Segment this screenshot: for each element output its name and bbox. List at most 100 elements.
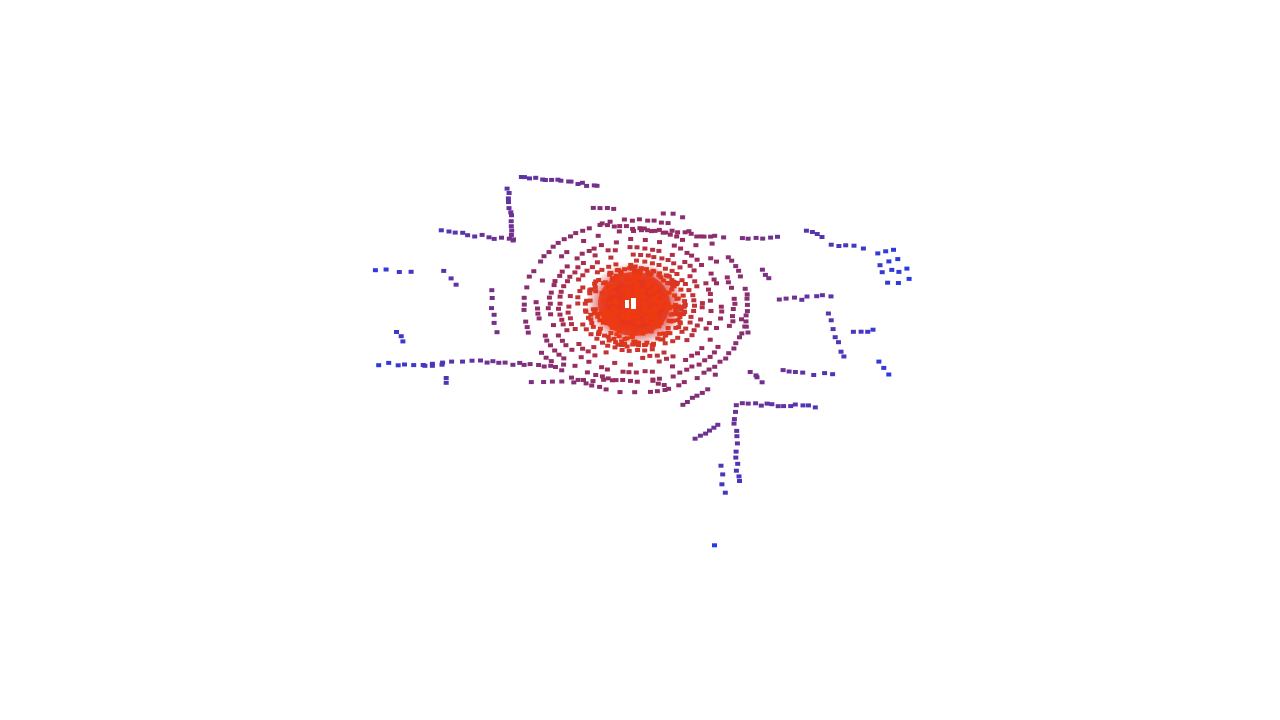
cloud-point [649,320,655,325]
cloud-point [708,234,714,239]
cloud-point [759,380,765,385]
cloud-point [621,217,627,222]
cloud-point [674,280,680,285]
cloud-point [630,276,636,281]
cloud-point [541,254,547,259]
cloud-point [745,401,751,406]
cloud-point [556,352,562,357]
cloud-point [744,302,750,307]
cloud-point [708,309,714,313]
cloud-point [561,284,567,289]
cloud-point [517,360,523,365]
cloud-point [629,334,635,339]
cloud-point [674,272,680,276]
cloud-point [591,246,597,251]
cloud-point [627,362,633,367]
cloud-point [489,296,495,300]
cloud-point [725,280,731,285]
cloud-point [702,358,708,363]
cloud-point [737,335,742,340]
cloud-point [521,307,527,312]
cloud-point [730,319,736,324]
cloud-point [803,228,809,233]
cloud-point [615,342,621,347]
cloud-point [819,235,825,239]
cloud-point [671,243,677,248]
cloud-point [587,298,593,303]
cloud-point [633,329,639,334]
cloud-point [635,290,641,295]
cloud-point [631,269,637,273]
cloud-point [635,348,641,352]
cloud-point [729,258,735,263]
cloud-point [490,359,496,364]
cloud-point [596,332,601,336]
cloud-point [524,285,530,290]
cloud-point [631,229,636,233]
cloud-point [841,354,847,359]
cloud-point [731,296,737,301]
cloud-point [484,360,490,365]
cloud-point [830,372,836,377]
cloud-point [592,253,598,258]
cloud-point [565,310,571,315]
cloud-point [711,277,717,282]
cloud-point [593,279,599,284]
cloud-point [555,333,561,338]
cloud-point [678,307,684,311]
cloud-point [673,303,679,307]
cloud-point [628,262,634,267]
cloud-point [775,234,780,239]
cloud-point [526,274,532,279]
cloud-point [684,367,690,372]
cloud-point [811,373,817,377]
cloud-point [528,380,534,385]
cloud-point [656,324,662,329]
cloud-point [583,381,589,386]
cloud-point [660,211,666,216]
cloud-point [642,301,647,306]
cloud-point [647,328,653,333]
cloud-point [636,268,642,273]
cloud-point [619,348,625,352]
cloud-point [674,312,680,317]
cloud-point [394,330,399,334]
cloud-point [670,312,676,316]
cloud-point [576,277,582,282]
cloud-point [671,261,677,266]
cloud-point [711,350,717,355]
cloud-point [633,285,639,290]
cloud-point [590,307,596,312]
cloud-point [731,421,737,426]
cloud-point [626,370,632,375]
cloud-point [586,226,592,231]
cloud-point [612,345,618,350]
cloud-point [689,395,695,400]
cloud-point [652,319,658,324]
cloud-point [601,377,607,382]
cloud-point [580,285,586,290]
cloud-point [535,306,540,311]
cloud-point [865,329,871,334]
cloud-point [588,317,594,322]
cloud-point [754,375,760,380]
cloud-point [580,228,586,233]
cloud-point [680,312,686,317]
cloud-point [733,455,739,460]
cloud-point [684,338,690,343]
cloud-point [448,276,454,281]
cloud-point [592,285,598,290]
cloud-point [605,286,611,291]
cloud-point [753,235,759,240]
cloud-point [608,311,614,316]
cloud-point [642,305,648,310]
cloud-point [605,312,611,316]
cloud-point [718,304,724,309]
cloud-point [605,248,611,253]
cloud-point [876,359,882,364]
cloud-point [838,349,844,354]
cloud-point [506,236,512,241]
cloud-point [613,340,619,345]
